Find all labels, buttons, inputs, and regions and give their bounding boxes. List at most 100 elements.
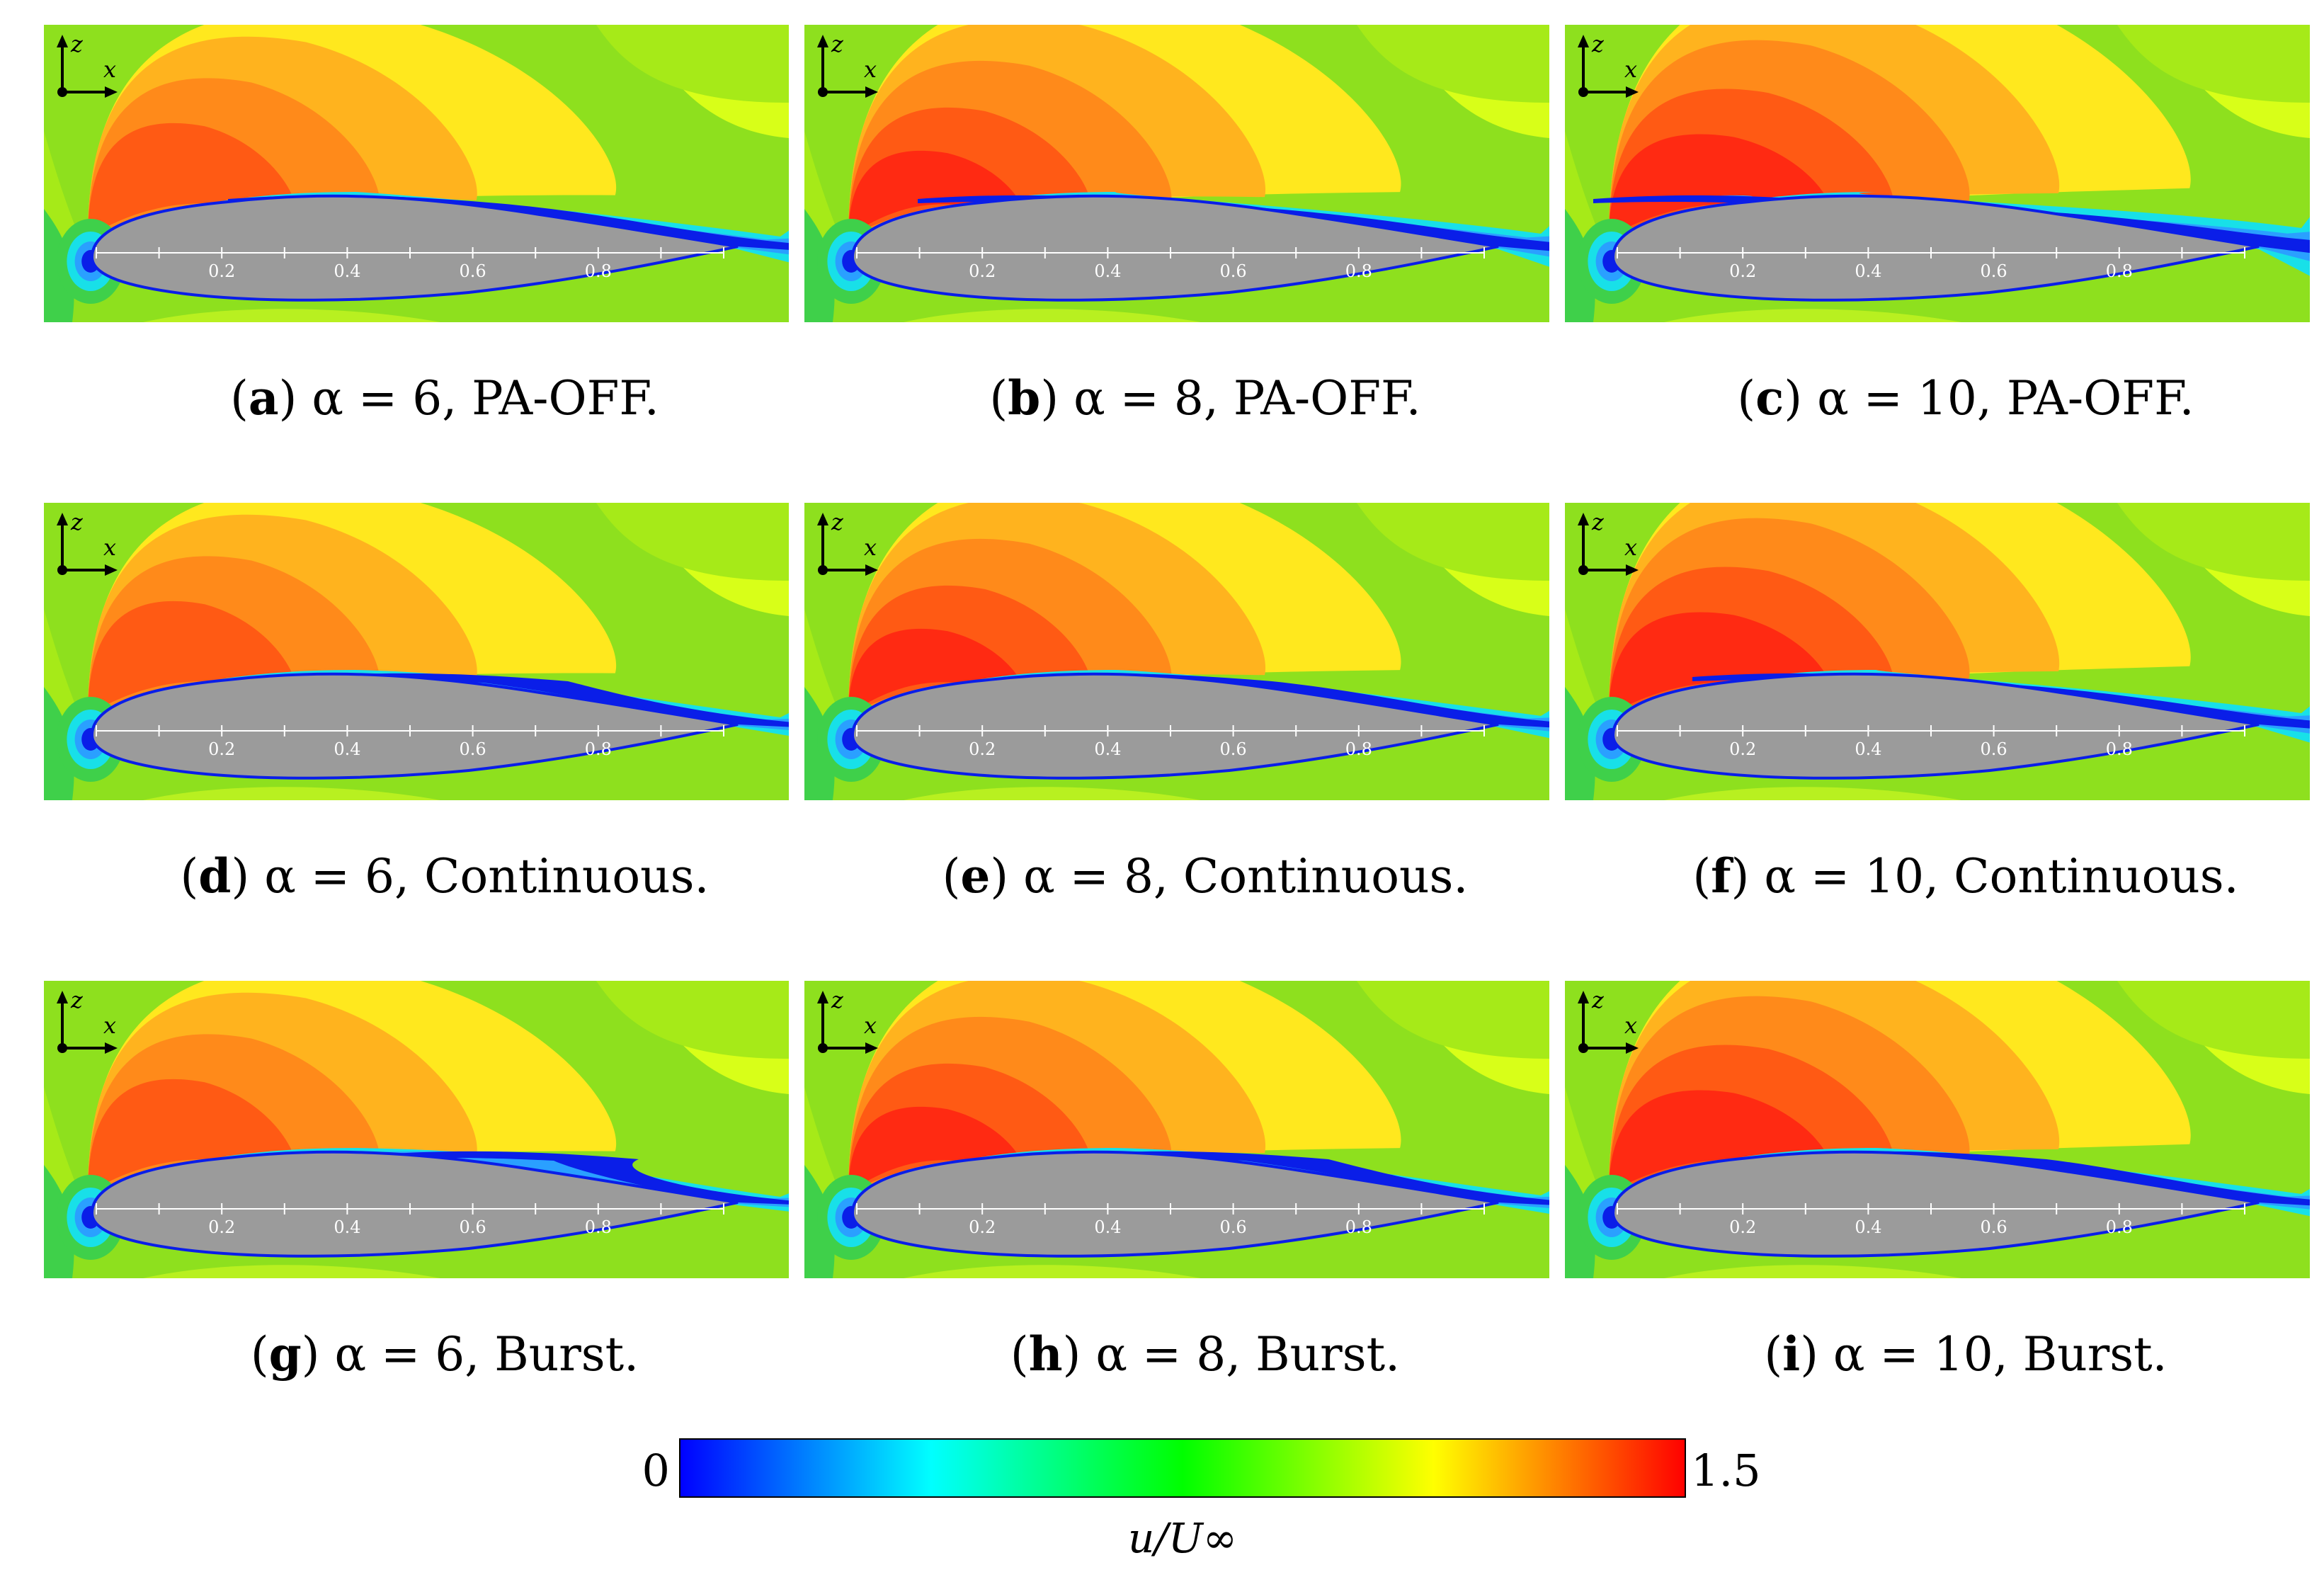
x-arrowhead bbox=[865, 86, 878, 98]
upper-right-band bbox=[596, 503, 789, 581]
chord-tick-label: 0.8 bbox=[2106, 739, 2133, 759]
chord-tick-label: 0.2 bbox=[1729, 261, 1756, 281]
contour-field-a bbox=[44, 25, 789, 322]
caption-f: (f) α = 10, Continuous. bbox=[1692, 848, 2238, 904]
x-arrowhead bbox=[1626, 564, 1639, 576]
caption-text: α = 8, Burst. bbox=[1095, 1327, 1400, 1382]
colorbar-gradient bbox=[679, 1438, 1686, 1498]
contour-field-c bbox=[1565, 25, 2310, 322]
chord-tick-label: 0.6 bbox=[460, 1217, 486, 1237]
contour-level-4 bbox=[88, 1079, 297, 1193]
contour-field-b bbox=[804, 25, 1549, 322]
panel-b: 0.2 0.4 0.6 0.8 zx (b) α = 8, PA-OFF. bbox=[804, 25, 1549, 426]
chord-tick-label: 0.2 bbox=[1729, 1217, 1756, 1237]
upper-right-band bbox=[2117, 981, 2310, 1059]
x-arrowhead bbox=[1626, 1042, 1639, 1054]
caption-text: α = 6, Burst. bbox=[334, 1327, 639, 1382]
chord-tick-label: 0.4 bbox=[1855, 1217, 1881, 1237]
chord-axis: 0.2 0.4 0.6 0.8 bbox=[856, 247, 1485, 281]
x-axis-label: x bbox=[864, 534, 877, 561]
z-arrowhead bbox=[1578, 513, 1589, 525]
origin-dot bbox=[818, 1043, 828, 1053]
z-arrowhead bbox=[817, 513, 828, 525]
colorbar: 0 1.5 u/U∞ bbox=[642, 1438, 1761, 1562]
axis-triad: zx bbox=[817, 30, 878, 98]
z-arrowhead bbox=[817, 35, 828, 47]
axis-triad: zx bbox=[57, 30, 118, 98]
chord-tick-label: 0.4 bbox=[1094, 739, 1121, 759]
caption-letter: d bbox=[198, 848, 231, 904]
caption-letter: h bbox=[1029, 1326, 1063, 1382]
airfoil-f bbox=[1611, 672, 2260, 780]
x-arrowhead bbox=[865, 564, 878, 576]
x-arrowhead bbox=[105, 1042, 118, 1054]
x-axis-label: x bbox=[1624, 534, 1637, 561]
panel-f: 0.2 0.4 0.6 0.8 zx (f) α = 10, Continuous. bbox=[1565, 503, 2310, 904]
caption-letter: i bbox=[1782, 1326, 1800, 1382]
contour-level-5 bbox=[848, 150, 1026, 237]
chord-tick-label: 0.8 bbox=[1345, 1217, 1372, 1237]
caption-text: α = 8, PA-OFF. bbox=[1073, 371, 1421, 426]
axis-triad: zx bbox=[817, 986, 878, 1054]
chord-tick-label: 0.6 bbox=[1220, 261, 1247, 281]
x-arrowhead bbox=[865, 1042, 878, 1054]
chord-tick-label: 0.6 bbox=[460, 261, 486, 281]
origin-dot bbox=[1578, 565, 1588, 575]
lower-surface-band bbox=[1664, 787, 1961, 800]
caption-text: α = 8, Continuous. bbox=[1023, 849, 1468, 904]
chord-tick-label: 0.4 bbox=[1094, 261, 1121, 281]
upper-right-band bbox=[2117, 503, 2310, 581]
chord-tick-label: 0.6 bbox=[460, 739, 486, 759]
caption-letter: e bbox=[960, 848, 990, 904]
z-axis-label: z bbox=[1591, 30, 1605, 57]
chord-tick-label: 0.8 bbox=[585, 1217, 612, 1237]
lower-surface-band bbox=[904, 787, 1201, 800]
chord-tick-label: 0.4 bbox=[334, 1217, 360, 1237]
z-axis-label: z bbox=[831, 508, 844, 535]
lower-surface-band bbox=[1664, 309, 1961, 322]
origin-dot bbox=[818, 565, 828, 575]
caption-h: (h) α = 8, Burst. bbox=[1010, 1326, 1400, 1382]
z-axis-label: z bbox=[831, 986, 844, 1013]
chord-tick-label: 0.8 bbox=[1345, 261, 1372, 281]
contour-level-5 bbox=[848, 1106, 1026, 1193]
lower-surface-band bbox=[904, 1265, 1201, 1278]
z-axis-label: z bbox=[70, 986, 84, 1013]
chord-axis: 0.2 0.4 0.6 0.8 bbox=[96, 725, 724, 759]
caption-g: (g) α = 6, Burst. bbox=[251, 1326, 639, 1382]
x-axis-label: x bbox=[103, 56, 116, 83]
chord-tick-label: 0.4 bbox=[334, 739, 360, 759]
airfoil-h bbox=[850, 1150, 1499, 1258]
chord-axis: 0.2 0.4 0.6 0.8 bbox=[856, 1203, 1485, 1237]
panel-grid: 0.2 0.4 0.6 0.8zx(a) α = 6, PA-OFF.0.2 0.4 0.… bbox=[44, 25, 2310, 1382]
origin-dot bbox=[57, 87, 67, 97]
x-arrowhead bbox=[1626, 86, 1639, 98]
caption-a: (a) α = 6, PA-OFF. bbox=[230, 370, 659, 426]
caption-text: α = 10, Continuous. bbox=[1764, 849, 2238, 904]
caption-b: (b) α = 8, PA-OFF. bbox=[989, 370, 1420, 426]
x-axis-label: x bbox=[103, 1012, 116, 1039]
contour-field-e bbox=[804, 503, 1549, 800]
contour-field-h bbox=[804, 981, 1549, 1278]
z-axis-label: z bbox=[70, 30, 84, 57]
contour-level-5 bbox=[848, 628, 1026, 715]
wake-outer bbox=[1629, 192, 2310, 276]
chord-tick-label: 0.2 bbox=[208, 1217, 235, 1237]
contour-level-4 bbox=[88, 123, 297, 237]
panel-a: 0.2 0.4 0.6 0.8 zx (a) α = 6, PA-OFF. bbox=[44, 25, 789, 426]
z-axis-label: z bbox=[1591, 986, 1605, 1013]
airfoil-d bbox=[90, 672, 739, 780]
contour-field-d bbox=[44, 503, 789, 800]
axis-triad: zx bbox=[1578, 986, 1639, 1054]
panel-e: 0.2 0.4 0.6 0.8 zx (e) α = 8, Continuous. bbox=[804, 503, 1549, 904]
panel-i: 0.2 0.4 0.6 0.8 zx (i) α = 10, Burst. bbox=[1565, 981, 2310, 1382]
colorbar-max-label: 1.5 bbox=[1691, 1445, 1761, 1496]
chord-tick-label: 0.2 bbox=[208, 261, 235, 281]
z-arrowhead bbox=[1578, 991, 1589, 1003]
lower-surface-band bbox=[904, 309, 1201, 322]
z-axis-label: z bbox=[831, 30, 844, 57]
chord-tick-label: 0.2 bbox=[969, 261, 996, 281]
colorbar-min-label: 0 bbox=[642, 1445, 670, 1496]
caption-letter: a bbox=[249, 370, 279, 426]
chord-tick-label: 0.2 bbox=[969, 739, 996, 759]
